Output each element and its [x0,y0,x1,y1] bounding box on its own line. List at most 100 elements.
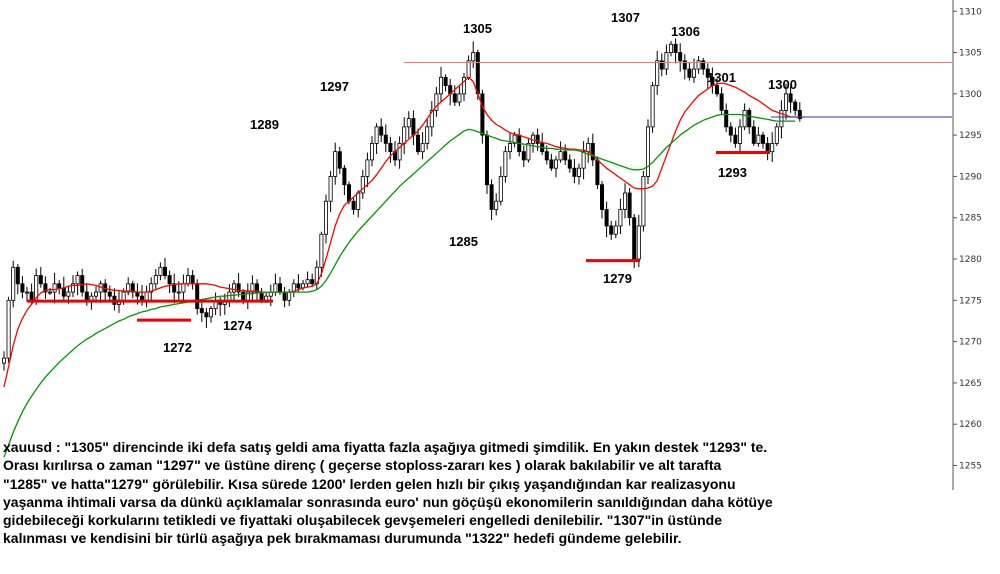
candle-body [581,151,586,169]
candle-body [11,266,16,301]
candle-body [609,225,614,235]
candle-body [287,291,292,301]
price-annotations: 1305 1307 1306 1297 1301 1300 1289 1293 1285 1279… [163,10,797,355]
moving-average-lines [3,76,805,458]
candle-body [406,118,411,128]
price-annotation: 1279 [603,271,632,286]
candle-body [429,109,434,128]
candle-body [719,93,724,111]
candle-body [319,233,324,268]
candle-body [678,52,683,62]
candle-body [153,275,158,285]
y-tick-label: 1290 [959,172,982,182]
candle-body [158,266,163,276]
y-tick-label: 1260 [959,420,982,430]
candle-body [696,60,701,70]
candle-body [512,134,517,144]
candle-body [489,184,494,210]
candle-body [333,151,338,177]
candle-body [130,283,135,293]
candle-body [742,109,747,128]
candle-body [172,283,177,293]
candle-body [641,176,646,227]
candle-body [52,283,57,293]
candle-body [425,126,430,144]
horizontal-levels [404,61,952,118]
candle-body [724,109,729,128]
candle-body [590,142,595,161]
y-tick-label: 1295 [959,131,982,141]
candle-body [144,291,149,301]
commentary-line: Orası kırılırsa o zaman "1297" ve üstüne… [3,457,722,474]
candle-body [254,283,259,293]
candle-body [162,266,167,276]
price-annotation: 1274 [223,318,253,333]
candle-body [544,151,549,161]
candle-body [623,192,628,210]
candle-body [190,275,195,285]
candle-body [438,76,443,95]
candle-body [199,308,204,314]
price-annotation: 1285 [449,234,478,249]
y-tick-label: 1310 [959,7,982,17]
candle-body [167,275,172,285]
candle-body [692,68,697,78]
candle-body [346,184,351,202]
candle-body [374,126,379,144]
candle-body [61,287,66,297]
candle-body [48,291,53,294]
candle-body [554,159,559,169]
candle-body [595,159,600,186]
candle-body [296,283,301,289]
candle-body [282,291,287,301]
candle-body [277,283,282,293]
price-annotation: 1306 [671,24,700,39]
candle-body [636,225,641,260]
commentary-line: kalınması ve kendisini bir türlü aşağıya… [3,530,682,547]
candle-body [328,176,333,202]
candle-body [682,60,687,70]
y-axis: 1255 1260 1265 1270 1275 1280 1285 1290 1295 1300… [952,0,982,490]
candle-body [443,76,448,86]
candle-body [75,275,80,285]
candle-body [43,283,48,293]
candle-body [420,142,425,153]
candle-body [365,159,370,177]
candle-body [204,312,209,318]
candle-body [402,126,407,144]
price-annotation: 1297 [320,79,349,94]
y-tick-label: 1275 [959,296,982,306]
candle-body [466,60,471,78]
candle-body [84,291,89,301]
y-tick-label: 1280 [959,255,982,265]
candle-body [728,126,733,136]
candle-body [24,291,29,294]
candle-body [273,283,278,293]
candle-body [107,291,112,297]
candle-body [632,217,637,260]
candle-body [305,279,310,285]
candle-body [337,151,342,169]
candle-body [604,209,609,227]
candle-body [360,176,365,194]
candle-body [176,291,181,294]
price-annotation: 1301 [707,70,736,85]
y-tick-label: 1305 [959,49,982,59]
y-tick-label: 1300 [959,90,982,100]
candle-body [793,101,798,111]
candle-body [241,291,246,301]
candle-body [310,279,315,285]
candle-body [788,93,793,103]
candle-body [756,134,761,144]
candle-body [558,151,563,161]
candle-body [779,109,784,128]
candle-body [185,275,190,285]
candle-body [15,266,20,285]
candle-body [747,109,752,128]
candle-body [526,142,531,161]
candle-body [379,126,384,136]
y-tick-label: 1265 [959,379,982,389]
candle-body [57,283,62,289]
candle-body [461,76,466,95]
candle-body [664,52,669,70]
